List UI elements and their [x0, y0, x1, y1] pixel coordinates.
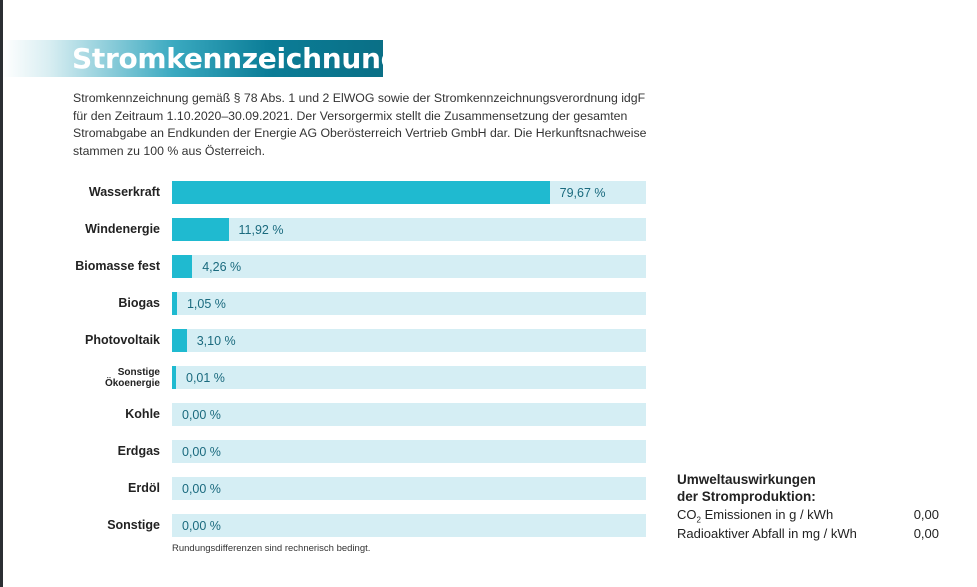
bar-label-line: Ökoenergie — [104, 378, 160, 389]
bar-label: Biogas — [118, 296, 160, 310]
bar-value-label: 0,01 % — [186, 371, 225, 385]
bar-value-label: 11,92 % — [238, 223, 284, 237]
bar-track: 0,01 % — [172, 366, 646, 389]
bar-value-label: 0,00 % — [182, 445, 221, 459]
bar-value-label: 4,26 % — [202, 260, 242, 274]
bar-track: 79,67 % — [172, 181, 646, 204]
bar-label: Sonstige Ökoenergie — [60, 367, 160, 389]
bar-label: Erdgas — [117, 444, 160, 458]
co2-emission-label: CO2 Emissionen in g / kWh — [677, 507, 833, 525]
bar — [172, 329, 187, 352]
bar — [172, 181, 550, 204]
bar-value-label: 1,05 % — [186, 297, 226, 311]
bar-label-line: Sonstige — [117, 367, 160, 378]
rounding-footnote: Rundungsdifferenzen sind rechnerisch bed… — [172, 543, 371, 554]
bar-value-label: 0,00 % — [182, 482, 221, 496]
bar-value-label: 3,10 % — [196, 334, 236, 348]
environment-heading: Umweltauswirkungen der Stromproduktion: — [677, 471, 816, 505]
page-edge — [0, 0, 3, 587]
co2-suffix: Emissionen in g / kWh — [700, 507, 834, 522]
bar — [172, 292, 177, 315]
environment-heading-line2: der Stromproduktion: — [677, 489, 816, 504]
co2-emission-value: 0,00 — [913, 507, 939, 522]
bar-value-label: 0,00 % — [182, 408, 221, 422]
bar-label: Wasserkraft — [88, 185, 160, 199]
bar-label: Erdöl — [128, 481, 160, 495]
bar-label: Windenergie — [85, 222, 160, 236]
bar-track: 1,05 % — [172, 292, 646, 315]
co2-subscript: 2 — [696, 515, 701, 525]
bar-track: 0,00 % — [172, 403, 646, 426]
bar-label: Sonstige — [107, 518, 160, 532]
bar-track: 0,00 % — [172, 477, 646, 500]
bar — [172, 255, 193, 278]
bar — [172, 218, 229, 241]
bar-track: 11,92 % — [172, 218, 646, 241]
bar-label: Kohle — [125, 407, 160, 421]
bar-track: 3,10 % — [172, 329, 646, 352]
co2-prefix: CO — [677, 507, 697, 522]
bar-label: Photovoltaik — [84, 333, 160, 347]
title-band — [3, 40, 383, 77]
bar-track: 0,00 % — [172, 514, 646, 537]
radioactive-waste-label: Radioaktiver Abfall in mg / kWh — [677, 526, 857, 541]
bar-track: 4,26 % — [172, 255, 646, 278]
bar-label: Biomasse fest — [75, 259, 160, 273]
bar-value-label: 0,00 % — [182, 519, 221, 533]
environment-heading-line1: Umweltauswirkungen — [677, 472, 816, 487]
bar-value-label: 79,67 % — [559, 186, 606, 200]
bar — [172, 366, 176, 389]
page-title: Stromkennzeichnung — [72, 42, 401, 75]
intro-paragraph: Stromkennzeichnung gemäß § 78 Abs. 1 und… — [73, 91, 647, 158]
radioactive-waste-value: 0,00 — [913, 526, 939, 541]
bar-track: 0,00 % — [172, 440, 646, 463]
